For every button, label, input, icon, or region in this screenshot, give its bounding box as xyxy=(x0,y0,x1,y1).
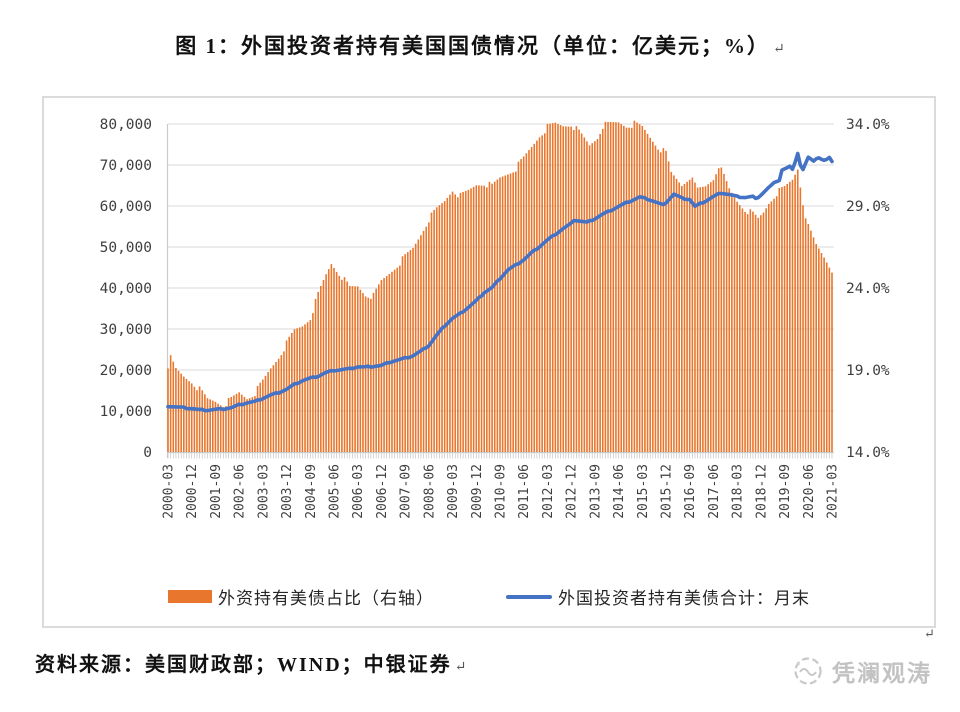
left-axis-tick-labels: 80,000 70,000 60,000 50,000 40,000 30,000 20,0… xyxy=(100,117,152,461)
line-break-mark-icon: ↵ xyxy=(773,42,785,57)
watermark-text: 凭澜观涛 xyxy=(832,661,932,686)
x-axis-tick-labels: 2000-03 2000-12 2001-09 2002-06 2003-03 2003-… xyxy=(162,464,841,519)
svg-text:70,000: 70,000 xyxy=(100,158,152,174)
svg-text:2020-06: 2020-06 xyxy=(802,464,817,519)
svg-text:34.0%: 34.0% xyxy=(846,117,890,133)
wave-logo-icon xyxy=(794,657,822,685)
svg-text:2008-06: 2008-06 xyxy=(422,464,437,519)
svg-text:2006-03: 2006-03 xyxy=(351,464,366,519)
svg-text:2009-12: 2009-12 xyxy=(470,464,485,519)
x-axis-month-ticks xyxy=(167,453,833,459)
combo-chart: 80,000 70,000 60,000 50,000 40,000 30,000 20,0… xyxy=(100,117,890,519)
svg-text:2015-12: 2015-12 xyxy=(660,464,675,519)
svg-text:2015-03: 2015-03 xyxy=(636,464,651,519)
svg-text:40,000: 40,000 xyxy=(100,281,152,297)
svg-text:2016-09: 2016-09 xyxy=(683,464,698,519)
svg-text:24.0%: 24.0% xyxy=(846,281,890,297)
svg-text:2004-09: 2004-09 xyxy=(304,464,319,519)
svg-text:2013-09: 2013-09 xyxy=(588,464,603,519)
svg-text:50,000: 50,000 xyxy=(100,240,152,256)
legend-label-total: 外国投资者持有美债合计：月末 xyxy=(558,589,810,608)
svg-text:2012-03: 2012-03 xyxy=(541,464,556,519)
svg-text:2009-03: 2009-03 xyxy=(446,464,461,519)
figure-title: 图 1：外国投资者持有美国国债情况（单位：亿美元；%） ↵ xyxy=(0,30,960,66)
svg-text:2010-09: 2010-09 xyxy=(494,464,509,519)
bar-series xyxy=(167,120,833,453)
chart-legend: 外资持有美债占比（右轴） 外国投资者持有美债合计：月末 xyxy=(44,584,934,609)
svg-text:0: 0 xyxy=(143,445,152,461)
line-series-swatch xyxy=(506,594,552,599)
source-note-text: 资料来源：美国财政部；WIND；中银证券 xyxy=(35,654,452,676)
figure-title-text: 图 1：外国投资者持有美国国债情况（单位：亿美元；%） xyxy=(175,34,770,58)
svg-text:80,000: 80,000 xyxy=(100,117,152,133)
svg-text:2000-12: 2000-12 xyxy=(185,464,200,519)
svg-text:10,000: 10,000 xyxy=(100,404,152,420)
svg-text:2007-09: 2007-09 xyxy=(399,464,414,519)
svg-text:2011-06: 2011-06 xyxy=(517,464,532,519)
svg-text:2021-03: 2021-03 xyxy=(826,464,841,519)
svg-text:2001-09: 2001-09 xyxy=(209,464,224,519)
svg-text:2018-03: 2018-03 xyxy=(731,464,746,519)
svg-text:2012-12: 2012-12 xyxy=(565,464,580,519)
svg-text:60,000: 60,000 xyxy=(100,199,152,215)
svg-text:30,000: 30,000 xyxy=(100,322,152,338)
svg-text:19.0%: 19.0% xyxy=(846,363,890,379)
svg-text:2014-06: 2014-06 xyxy=(612,464,627,519)
legend-label-share: 外资持有美债占比（右轴） xyxy=(218,589,434,608)
svg-text:29.0%: 29.0% xyxy=(846,199,890,215)
line-break-mark-icon: ↵ xyxy=(924,626,935,641)
svg-text:14.0%: 14.0% xyxy=(846,445,890,461)
svg-text:2019-09: 2019-09 xyxy=(778,464,793,519)
svg-text:2006-12: 2006-12 xyxy=(375,464,390,519)
svg-text:2017-06: 2017-06 xyxy=(707,464,722,519)
svg-text:2003-12: 2003-12 xyxy=(280,464,295,519)
svg-text:2002-06: 2002-06 xyxy=(233,464,248,519)
bar-series-swatch xyxy=(168,590,212,603)
line-break-mark-icon: ↵ xyxy=(454,660,467,675)
watermark: 凭澜观涛 xyxy=(792,654,932,688)
line-series xyxy=(166,151,834,413)
svg-text:2018-12: 2018-12 xyxy=(754,464,769,519)
svg-text:2005-06: 2005-06 xyxy=(328,464,343,519)
svg-text:2000-03: 2000-03 xyxy=(162,464,177,519)
right-axis-tick-labels: 34.0% 29.0% 24.0% 19.0% 14.0% xyxy=(846,117,890,461)
svg-text:2003-03: 2003-03 xyxy=(256,464,271,519)
legend-item-share: 外资持有美债占比（右轴） xyxy=(168,584,434,609)
chart-frame: 80,000 70,000 60,000 50,000 40,000 30,000 20,0… xyxy=(42,96,936,628)
svg-text:20,000: 20,000 xyxy=(100,363,152,379)
source-note: 资料来源：美国财政部；WIND；中银证券 ↵ xyxy=(35,648,466,677)
legend-item-total: 外国投资者持有美债合计：月末 xyxy=(506,584,810,609)
